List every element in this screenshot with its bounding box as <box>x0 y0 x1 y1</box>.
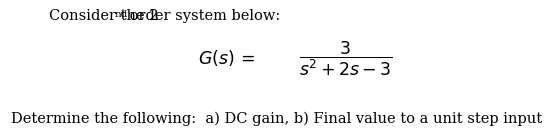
Text: $G(s)\,=$: $G(s)\,=$ <box>198 48 255 68</box>
Text: Consider the 2: Consider the 2 <box>49 9 159 23</box>
Text: $\dfrac{3}{s^2 + 2s - 3}$: $\dfrac{3}{s^2 + 2s - 3}$ <box>299 39 393 78</box>
Text: order system below:: order system below: <box>125 9 280 23</box>
Text: nd: nd <box>114 10 128 20</box>
Text: Determine the following:  a) DC gain, b) Final value to a unit step input: Determine the following: a) DC gain, b) … <box>11 111 542 126</box>
